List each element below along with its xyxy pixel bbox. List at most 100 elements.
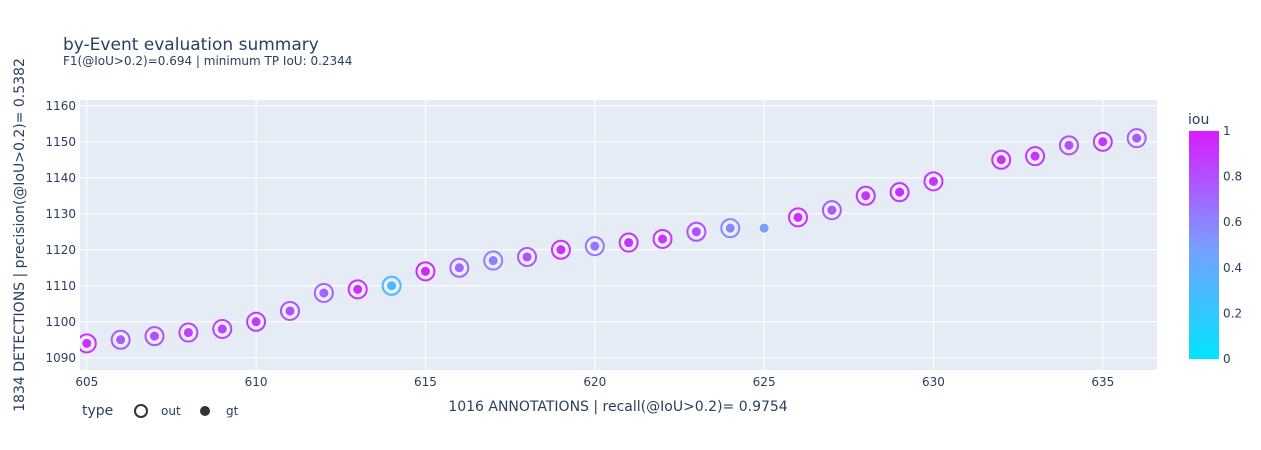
y-tick-label: 1140	[45, 171, 76, 185]
gt-point[interactable]	[149, 330, 160, 342]
gt-point[interactable]	[352, 283, 364, 295]
out-point[interactable]	[1092, 131, 1113, 152]
gt-point[interactable]	[1029, 150, 1041, 162]
out-point[interactable]	[483, 250, 504, 271]
y-tick-label: 1100	[45, 315, 76, 329]
legend-out-marker[interactable]	[134, 404, 148, 418]
y-tick-label: 1120	[45, 243, 76, 257]
gt-point[interactable]	[555, 244, 567, 256]
y-tick-label: 1160	[45, 99, 76, 113]
x-tick-label: 620	[583, 375, 606, 389]
gt-point[interactable]	[928, 175, 939, 187]
out-point[interactable]	[415, 261, 436, 282]
x-tick-label: 605	[75, 375, 98, 389]
chart-title: by-Event evaluation summary	[63, 35, 319, 55]
x-tick-label: 635	[1091, 375, 1114, 389]
out-point[interactable]	[821, 200, 842, 221]
gt-point[interactable]	[216, 323, 228, 335]
x-tick-label: 625	[753, 375, 776, 389]
gt-point[interactable]	[894, 186, 906, 198]
out-point[interactable]	[855, 185, 876, 206]
gt-point[interactable]	[690, 226, 702, 238]
gt-point[interactable]	[318, 287, 330, 299]
colorbar-title: iou	[1188, 112, 1209, 128]
colorbar-tick-label: 1	[1223, 124, 1231, 138]
gt-point[interactable]	[81, 337, 93, 349]
gt-point[interactable]	[115, 334, 127, 346]
y-tick-label: 1150	[45, 135, 76, 149]
gt-point[interactable]	[1097, 136, 1109, 148]
gt-point[interactable]	[758, 222, 770, 234]
out-point[interactable]	[246, 311, 267, 332]
out-point[interactable]	[110, 329, 131, 350]
legend-title: type	[82, 403, 113, 419]
gt-point[interactable]	[1131, 132, 1143, 144]
out-point[interactable]	[212, 318, 233, 339]
y-tick-label: 1130	[45, 207, 76, 221]
gt-point[interactable]	[792, 211, 804, 223]
x-tick-label: 610	[245, 375, 268, 389]
colorbar-tick-label: 0.8	[1223, 170, 1242, 184]
out-point[interactable]	[1025, 146, 1046, 167]
colorbar-tick-label: 0.4	[1223, 261, 1242, 275]
out-point[interactable]	[923, 171, 944, 192]
out-point[interactable]	[720, 218, 741, 239]
out-point[interactable]	[584, 236, 605, 257]
chart-subtitle: F1(@IoU>0.2)=0.694 | minimum TP IoU: 0.2…	[63, 54, 352, 68]
colorbar-ticks: 0 0.2 0.4 0.6 0.8 1	[1223, 124, 1242, 366]
gt-point[interactable]	[420, 265, 431, 277]
out-point[interactable]	[889, 182, 910, 203]
out-point[interactable]	[686, 221, 707, 242]
y-axis-label: 1834 DETECTIONS | precision(@IoU>0.2)= 0…	[12, 58, 28, 412]
out-point[interactable]	[550, 239, 571, 260]
gt-point[interactable]	[250, 316, 262, 328]
gt-point[interactable]	[487, 255, 499, 266]
colorbar-tick-label: 0.2	[1223, 306, 1242, 320]
gt-point[interactable]	[386, 280, 397, 292]
out-point[interactable]	[1126, 128, 1147, 149]
out-point[interactable]	[279, 300, 300, 321]
gt-point[interactable]	[182, 327, 194, 338]
gt-point[interactable]	[623, 237, 635, 248]
out-point[interactable]	[313, 282, 334, 303]
plot-background	[80, 100, 1157, 370]
data-points	[78, 128, 1147, 354]
gt-point[interactable]	[284, 305, 296, 317]
out-point[interactable]	[347, 279, 368, 300]
gt-point[interactable]	[521, 251, 533, 263]
out-point[interactable]	[178, 322, 199, 343]
out-point[interactable]	[618, 232, 639, 253]
out-point[interactable]	[788, 207, 808, 228]
gt-point[interactable]	[724, 222, 736, 234]
y-axis-ticks: 1090 1100 1110 1120 1130 1140 1150 1160	[45, 99, 76, 365]
colorbar-gradient	[1189, 131, 1219, 359]
y-tick-label: 1090	[45, 351, 76, 365]
gt-point[interactable]	[657, 233, 668, 245]
gt-point[interactable]	[826, 204, 838, 216]
legend: type out gt	[82, 403, 239, 419]
legend-gt-marker[interactable]	[200, 406, 210, 416]
grid-lines	[80, 100, 1157, 370]
out-point[interactable]	[517, 246, 538, 267]
gt-point[interactable]	[995, 154, 1007, 166]
out-point[interactable]	[1058, 135, 1079, 156]
y-tick-label: 1110	[45, 279, 76, 293]
out-point[interactable]	[991, 149, 1012, 170]
out-point[interactable]	[449, 257, 470, 278]
gt-point[interactable]	[1063, 139, 1075, 151]
legend-out-label[interactable]: out	[161, 404, 181, 418]
out-point[interactable]	[652, 228, 673, 249]
x-tick-label: 630	[922, 375, 945, 389]
legend-gt-label[interactable]: gt	[226, 404, 239, 418]
colorbar-tick-label: 0	[1223, 352, 1231, 366]
colorbar: iou 0 0.2 0.4 0.6 0.8 1	[1188, 112, 1242, 366]
out-point[interactable]	[78, 333, 97, 354]
colorbar-tick-label: 0.6	[1223, 215, 1242, 229]
out-point[interactable]	[144, 326, 165, 347]
gt-point[interactable]	[453, 262, 465, 274]
gt-point[interactable]	[860, 190, 872, 202]
gt-point[interactable]	[589, 240, 601, 252]
x-tick-label: 615	[414, 375, 437, 389]
out-point[interactable]	[381, 275, 402, 296]
